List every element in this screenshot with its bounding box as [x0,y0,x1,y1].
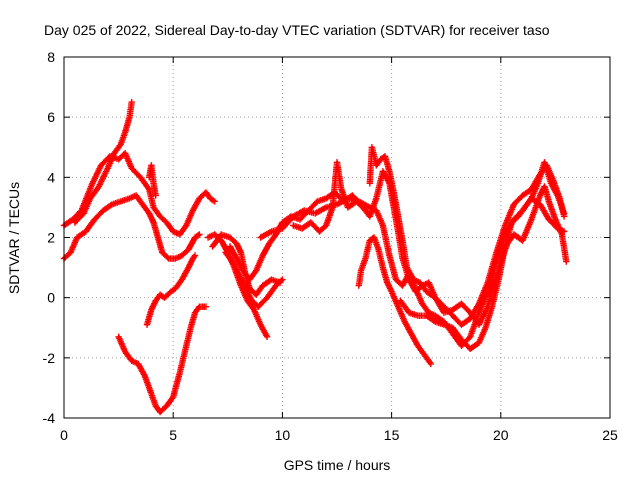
x-tick-label: 5 [169,427,177,443]
y-tick-label: 4 [47,169,55,185]
x-tick-label: 25 [602,427,618,443]
x-tick-label: 20 [493,427,509,443]
series-track-6 [115,303,210,416]
x-axis-title: GPS time / hours [284,457,391,473]
series-track-9 [222,249,286,310]
series-track-3 [71,98,135,226]
series-track-1 [60,150,218,238]
y-tick-label: 0 [47,290,55,306]
y-tick-label: 8 [47,49,55,65]
x-tick-label: 10 [275,427,291,443]
y-tick-label: 6 [47,109,55,125]
axis-ticks: 0 5 10 15 20 25 -4 -2 0 2 4 6 8 [43,49,618,443]
y-tick-label: -4 [43,410,56,426]
series-track-12 [290,159,369,235]
series-track-5 [146,162,159,199]
series-track-13 [355,234,435,368]
data-marks [60,98,570,416]
y-tick-label: -2 [43,350,56,366]
series-track-4 [143,252,199,328]
y-axis-title: SDTVAR / TECUs [6,182,22,294]
y-tick-label: 2 [47,230,55,246]
grid [64,57,610,418]
x-tick-label: 0 [60,427,68,443]
x-tick-label: 15 [384,427,400,443]
series-track-15 [397,159,568,352]
chart-title: Day 025 of 2022, Sidereal Day-to-day VTE… [44,22,550,38]
